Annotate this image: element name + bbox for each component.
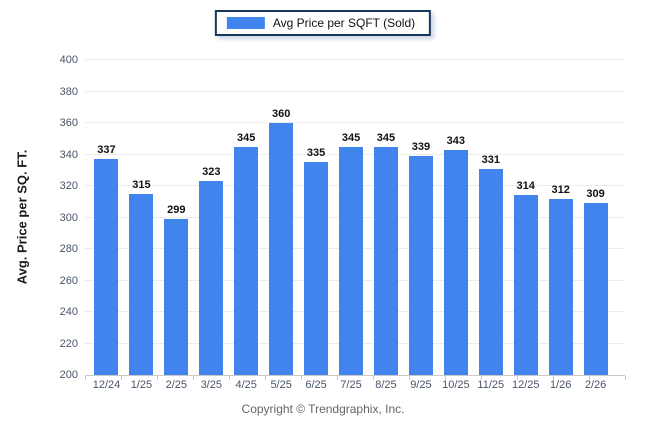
x-tick-label: 4/25 <box>235 379 257 391</box>
bar-slot: 337 <box>89 60 124 375</box>
y-tick-label: 260 <box>59 274 78 287</box>
bar <box>408 156 433 375</box>
bar <box>199 181 224 375</box>
plot-area: 337 315 299 323 345 360 335 345 345 339 343 331 314 3… <box>85 59 626 380</box>
gridline <box>85 59 625 60</box>
axis-tick <box>301 376 302 380</box>
y-tick-label: 320 <box>59 180 78 192</box>
x-tick-label: 12/24 <box>92 379 121 391</box>
bars-row: 337 315 299 323 345 360 335 345 345 339 343 331 314 3… <box>85 60 625 375</box>
bar-value-label: 345 <box>237 131 256 144</box>
bar-slot: 312 <box>543 60 578 375</box>
y-tick-label: 300 <box>59 211 78 224</box>
bar-value-label: 345 <box>341 131 361 144</box>
y-tick-label: 400 <box>59 54 78 66</box>
copyright-text: Copyright © Trendgraphix, Inc. <box>241 402 405 416</box>
y-tick-label: 240 <box>59 306 78 318</box>
bar-value-label: 309 <box>586 188 605 201</box>
bar-value-label: 315 <box>132 178 151 191</box>
legend: Avg Price per SQFT (Sold) <box>214 10 432 36</box>
bar-slot: 335 <box>299 60 334 375</box>
axis-tick <box>589 376 590 380</box>
bar-value-label: 331 <box>481 153 500 166</box>
bar <box>339 146 364 375</box>
gridline <box>85 90 625 92</box>
x-tick-label: 11/25 <box>477 379 505 391</box>
bar-slot: 331 <box>473 60 508 375</box>
bar-value-label: 335 <box>306 147 326 160</box>
bar <box>234 146 259 375</box>
x-tick-label: 2/25 <box>165 379 188 391</box>
bar-value-label: 360 <box>271 108 291 120</box>
axis-tick <box>193 376 194 380</box>
bar-value-label: 339 <box>411 141 431 154</box>
bar <box>548 198 573 375</box>
axis-tick <box>553 376 554 380</box>
bar <box>513 195 538 375</box>
bar <box>583 203 608 375</box>
y-tick-label: 280 <box>59 243 78 255</box>
bar-value-label: 299 <box>167 204 186 217</box>
gridline <box>85 122 625 123</box>
axis-tick <box>337 376 338 380</box>
y-axis-ticks: 200 220 240 260 280 300 320 340 360 380 400 <box>0 54 78 381</box>
x-tick-label: 5/25 <box>270 379 292 391</box>
axis-tick <box>229 376 230 380</box>
x-tick-label: 10/25 <box>442 379 470 391</box>
axis-tick <box>481 376 482 380</box>
bar <box>443 149 468 375</box>
legend-swatch <box>226 17 265 29</box>
bar-slot: 323 <box>194 60 229 375</box>
axis-tick <box>445 376 446 380</box>
bar-value-label: 337 <box>97 144 116 157</box>
bar <box>94 159 119 375</box>
bar-slot: 299 <box>159 60 194 375</box>
bar-slot: 343 <box>438 60 473 375</box>
bar-slot: 345 <box>369 60 404 375</box>
x-tick-label: 6/25 <box>305 379 327 391</box>
axis-tick <box>517 376 518 380</box>
bar-value-label: 323 <box>202 166 221 179</box>
axis-tick <box>373 376 374 380</box>
axis-tick <box>625 376 626 380</box>
axis-tick <box>409 376 410 380</box>
bar-slot: 345 <box>229 60 264 375</box>
bar-slot: 360 <box>264 60 299 375</box>
bar <box>164 219 189 375</box>
bar-value-label: 314 <box>516 180 535 193</box>
bar-slot: 339 <box>403 60 438 375</box>
x-tick-label: 9/25 <box>410 379 432 391</box>
bar-value-label: 312 <box>551 183 570 196</box>
axis-tick <box>157 376 158 380</box>
x-axis-labels: 12/24 1/25 2/25 3/25 4/25 5/25 6/25 7/25 8/25 9/2… <box>85 379 625 391</box>
y-tick-label: 360 <box>59 117 78 129</box>
bar <box>304 162 329 375</box>
y-tick-label: 380 <box>59 85 78 98</box>
bar <box>269 123 294 375</box>
bar-slot: 309 <box>578 60 613 375</box>
axis-tick <box>121 376 122 380</box>
x-tick-label: 1/26 <box>549 379 572 391</box>
x-tick-label: 8/25 <box>375 379 397 391</box>
bar-value-label: 345 <box>376 131 396 144</box>
bar-value-label: 343 <box>446 134 466 147</box>
axis-tick <box>85 376 86 380</box>
y-tick-label: 220 <box>59 337 78 350</box>
legend-label: Avg Price per SQFT (Sold) <box>272 16 416 30</box>
bar-slot: 315 <box>124 60 159 375</box>
x-tick-label: 1/25 <box>130 379 153 391</box>
bar <box>373 146 398 375</box>
bar-slot: 314 <box>508 60 543 375</box>
bar <box>478 168 503 375</box>
x-tick-label: 12/25 <box>511 379 540 391</box>
bar-slot: 345 <box>334 60 369 375</box>
x-tick-label: 7/25 <box>340 379 362 391</box>
axis-tick <box>265 376 266 380</box>
y-tick-label: 340 <box>59 148 78 161</box>
bar <box>129 193 154 375</box>
x-tick-label: 2/26 <box>584 379 607 391</box>
x-tick-label: 3/25 <box>200 379 222 391</box>
y-tick-label: 200 <box>59 369 78 381</box>
